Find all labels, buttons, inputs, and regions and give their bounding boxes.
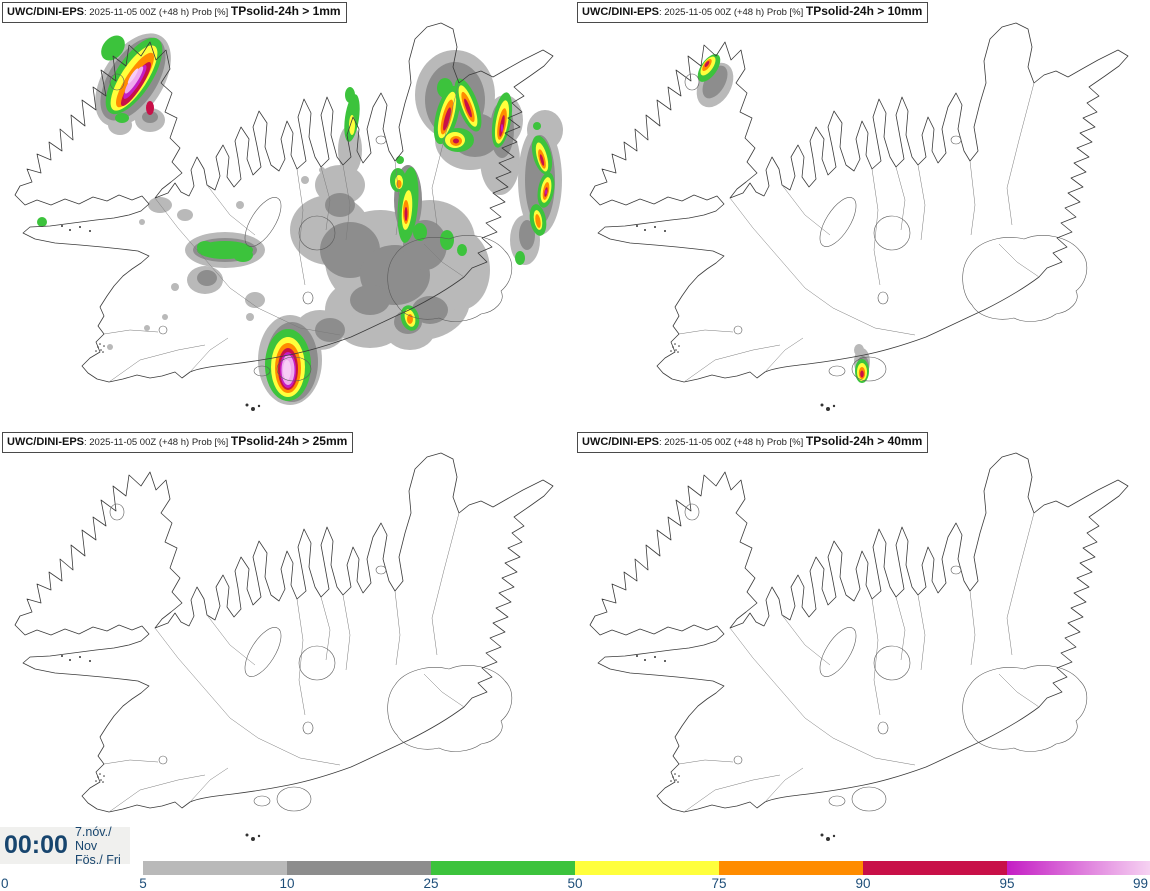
variable-threshold: TPsolid-24h > 25mm xyxy=(230,434,348,448)
valid-weekday: Fös./ Fri xyxy=(74,852,121,867)
legend-tick-95: 95 xyxy=(999,876,1015,891)
panel-tpsolid-gt-40mm: UWC/DINI-EPS: 2025-11-05 00Z (+48 h) Pro… xyxy=(575,430,1150,860)
legend-segment-95-99 xyxy=(1007,861,1150,875)
panel-tpsolid-gt-1mm: UWC/DINI-EPS: 2025-11-05 00Z (+48 h) Pro… xyxy=(0,0,575,430)
panel-tpsolid-gt-10mm: UWC/DINI-EPS: 2025-11-05 00Z (+48 h) Pro… xyxy=(575,0,1150,430)
legend-tick-75: 75 xyxy=(711,876,727,891)
model-name: UWC/DINI-EPS xyxy=(582,436,659,448)
iceland-map-25mm xyxy=(14,452,554,842)
run-info: : 2025-11-05 00Z (+48 h) Prob [%] xyxy=(659,437,806,448)
legend-tick-10: 10 xyxy=(279,876,295,891)
valid-time-box: 00:00 7.nóv./ Nov Fös./ Fri xyxy=(0,824,130,867)
legend-tick-0: 0 xyxy=(1,876,9,891)
legend-tick-5: 5 xyxy=(139,876,147,891)
legend-tick-99: 99 xyxy=(1132,876,1148,891)
legend-segment-25-50 xyxy=(431,861,575,875)
panel-title-10mm: UWC/DINI-EPS: 2025-11-05 00Z (+48 h) Pro… xyxy=(577,2,929,23)
legend-tick-50: 50 xyxy=(567,876,583,891)
model-name: UWC/DINI-EPS xyxy=(7,436,84,448)
model-name: UWC/DINI-EPS xyxy=(582,6,659,18)
colorbar-segments xyxy=(0,861,1150,875)
variable-threshold: TPsolid-24h > 1mm xyxy=(230,4,341,18)
legend-tick-90: 90 xyxy=(855,876,871,891)
legend-segment-75-90 xyxy=(719,861,863,875)
variable-threshold: TPsolid-24h > 10mm xyxy=(805,4,923,18)
panel-title-25mm: UWC/DINI-EPS: 2025-11-05 00Z (+48 h) Pro… xyxy=(2,432,354,453)
probability-colorbar: 0 5 10 25 50 75 90 95 99 xyxy=(0,860,1150,891)
legend-segment-10-25 xyxy=(287,861,431,875)
iceland-map-40mm xyxy=(589,452,1129,842)
valid-time: 00:00 xyxy=(4,831,68,859)
legend-tick-25: 25 xyxy=(423,876,439,891)
valid-date: 7.nóv./ Nov xyxy=(74,824,112,853)
run-info: : 2025-11-05 00Z (+48 h) Prob [%] xyxy=(84,437,231,448)
variable-threshold: TPsolid-24h > 40mm xyxy=(805,434,923,448)
model-name: UWC/DINI-EPS xyxy=(7,6,84,18)
legend-segment-90-95 xyxy=(863,861,1007,875)
iceland-map-1mm xyxy=(14,22,563,412)
run-info: : 2025-11-05 00Z (+48 h) Prob [%] xyxy=(84,7,231,18)
panel-tpsolid-gt-25mm: UWC/DINI-EPS: 2025-11-05 00Z (+48 h) Pro… xyxy=(0,430,575,860)
run-info: : 2025-11-05 00Z (+48 h) Prob [%] xyxy=(659,7,806,18)
panel-title-40mm: UWC/DINI-EPS: 2025-11-05 00Z (+48 h) Pro… xyxy=(577,432,929,453)
iceland-map-10mm xyxy=(589,22,1129,412)
panel-title-1mm: UWC/DINI-EPS: 2025-11-05 00Z (+48 h) Pro… xyxy=(2,2,347,23)
legend-segment-50-75 xyxy=(575,861,719,875)
legend-segment-5-10 xyxy=(143,861,287,875)
prob-shading-10mm xyxy=(696,54,870,383)
